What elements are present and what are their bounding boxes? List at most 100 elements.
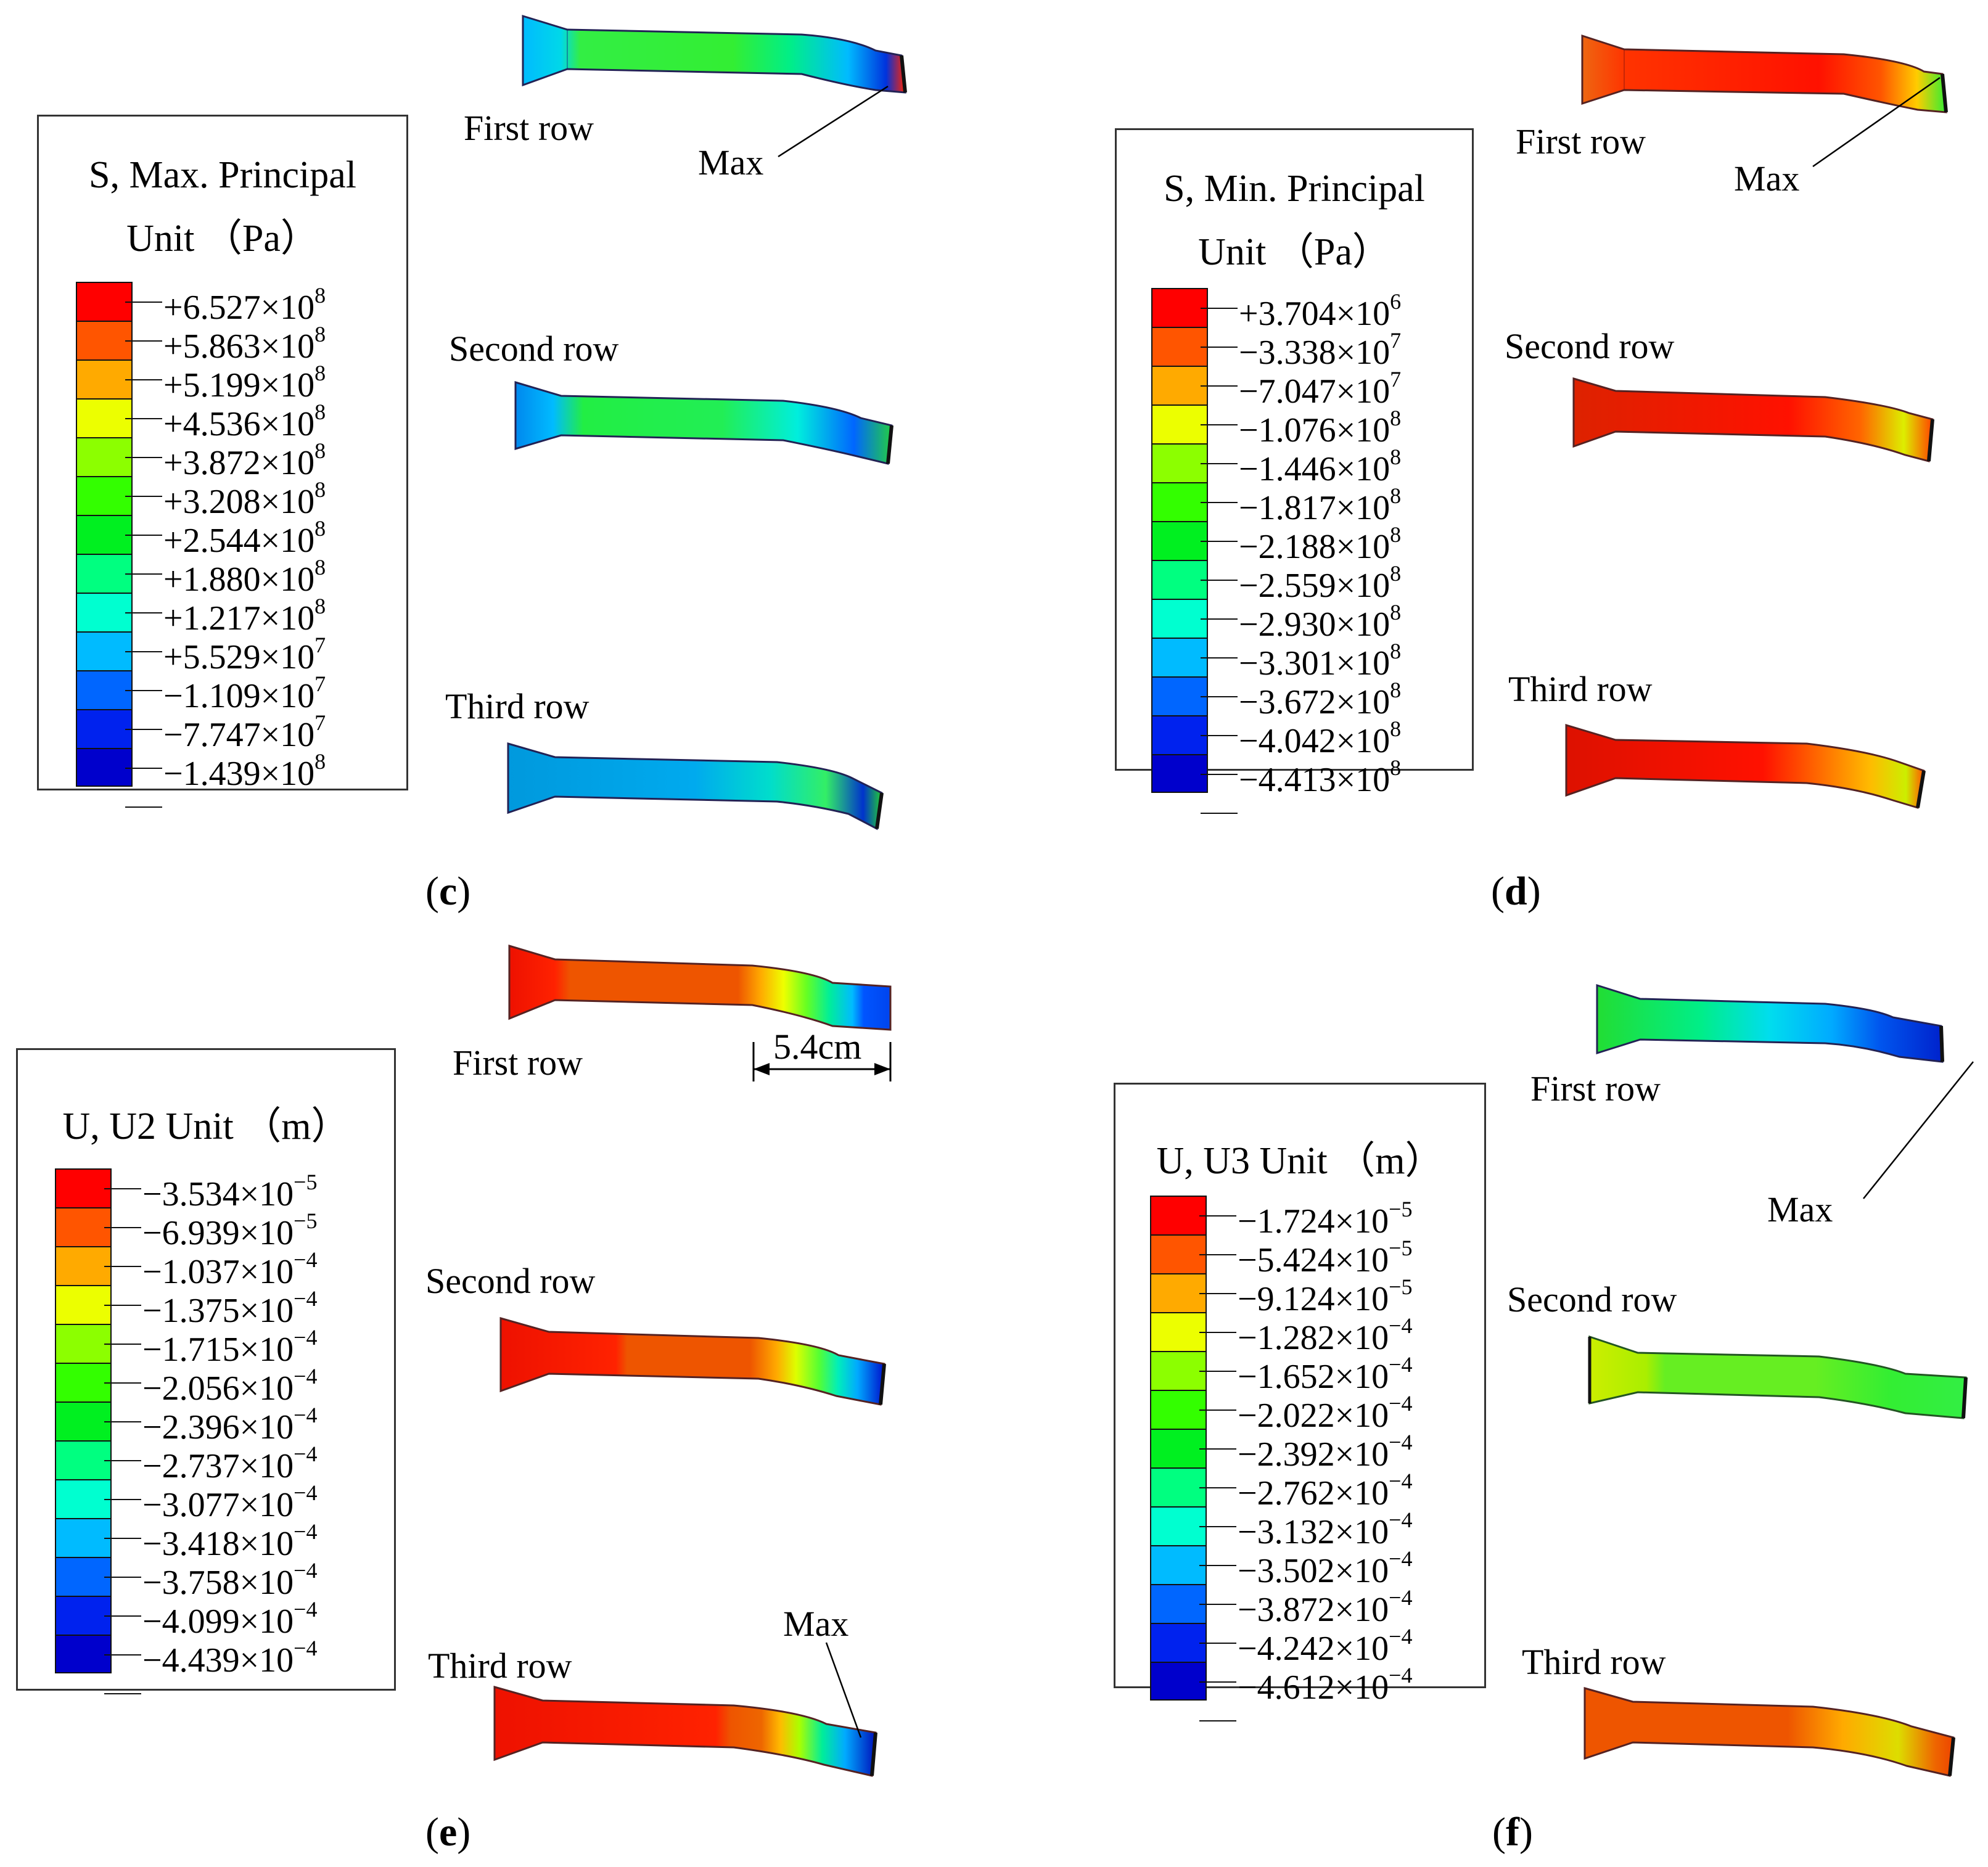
legend-tick [104,1305,141,1306]
legend-value: −1.375×10−4 [142,1286,318,1330]
legend-value: −1.724×10−5 [1238,1197,1413,1241]
legend-value: −2.188×108 [1239,522,1402,566]
legend-tick [1199,1487,1236,1488]
color-band [55,1479,112,1518]
legend-tick [1201,735,1238,736]
legend-value: +5.529×107 [163,633,326,676]
beam-c-second [514,380,893,465]
legend-tick [1201,580,1238,581]
row-label-second: Second row [1505,326,1675,366]
color-band [76,748,133,787]
legend-tick [1199,1293,1236,1294]
legend-tick [104,1460,141,1461]
legend-value: −1.817×108 [1239,483,1402,527]
legend-title: S, Max. Principal [89,154,356,196]
legend-value: −1.446×108 [1239,445,1402,488]
legend-value: −1.715×10−4 [142,1325,318,1369]
legend-value: +5.199×108 [163,361,326,404]
legend-tick [1199,1681,1236,1683]
color-band [76,359,133,398]
legend-tick [125,806,162,808]
legend-value: −3.502×10−4 [1238,1546,1413,1590]
color-band [55,1285,112,1324]
color-band [55,1246,112,1285]
legend-tick [1199,1526,1236,1527]
legend-tick [125,340,162,342]
color-band [76,476,133,515]
color-band [1151,676,1208,715]
color-band [76,593,133,631]
legend-tick [104,1382,141,1384]
row-label-first: First row [464,108,594,148]
legend-tick [104,1266,141,1267]
row-label-second: Second row [425,1261,596,1301]
legend-value: −1.109×107 [163,671,326,715]
legend-value: +1.217×108 [163,594,326,638]
color-band [1151,521,1208,560]
beam-d-first [1581,34,1948,113]
legend-tick [1201,696,1238,697]
max-label: Max [698,142,764,183]
color-band [1150,1506,1207,1545]
color-band [76,554,133,593]
beam-e-first [508,944,892,1031]
color-band [1151,599,1208,638]
legend-value: −3.872×10−4 [1238,1585,1413,1629]
legend-tick [1201,502,1238,503]
legend-tick [125,457,162,458]
legend-value: −7.047×107 [1239,367,1402,411]
legend-tick [125,496,162,497]
color-band [55,1401,112,1440]
panel-letter: f [1505,1810,1519,1855]
max-leader-c [778,85,889,158]
legend-tick [1199,1371,1236,1372]
color-band [1150,1467,1207,1506]
legend-tick [125,379,162,380]
color-band [76,631,133,670]
beam-f-third [1583,1687,1955,1777]
beam-c-third [507,742,884,831]
beam-d-third [1565,723,1926,809]
color-band [1151,327,1208,366]
legend-tick [1199,1565,1236,1566]
legend-value: +5.863×108 [163,322,326,366]
color-band [1150,1390,1207,1429]
legend-value: −4.413×108 [1239,755,1402,799]
color-band [1151,404,1208,443]
color-band [55,1324,112,1363]
row-label-second: Second row [449,329,619,369]
row-label-third: Third row [1508,669,1653,709]
dimension-marker [752,1042,892,1081]
legend-tick [104,1227,141,1228]
legend-tick [1201,774,1238,775]
color-band [76,321,133,359]
row-label-second: Second row [1507,1279,1677,1319]
legend-title: U, U2 Unit （m） [62,1106,350,1147]
legend-tick [1201,813,1238,814]
color-band [1151,560,1208,599]
row-label-first: First row [1530,1069,1661,1109]
color-band [1150,1584,1207,1623]
legend-tick [1199,1643,1236,1644]
max-leader-f [1863,1061,1974,1199]
legend-value: −2.559×108 [1239,561,1402,605]
color-band [76,398,133,437]
legend-tick [125,651,162,652]
legend-tick [1201,618,1238,620]
legend-tick [1199,1720,1236,1721]
legend-value: −3.077×10−4 [142,1480,318,1524]
color-band [1151,288,1208,327]
legend-c: S, Max. Principal Unit （Pa） +6.527×108 +5… [37,115,408,808]
beam-f-second [1588,1335,1968,1419]
legend-value: +6.527×108 [163,283,326,327]
legend-tick [125,418,162,419]
legend-tick [1201,308,1238,309]
color-band [1150,1545,1207,1584]
panel-label-f: (f) [1492,1810,1533,1855]
color-band [1150,1196,1207,1234]
legend-value: −2.930×108 [1239,600,1402,644]
color-band [55,1557,112,1596]
legend-value: −4.439×10−4 [142,1636,318,1680]
beam-e-third [493,1686,877,1777]
legend-tick [1199,1604,1236,1605]
